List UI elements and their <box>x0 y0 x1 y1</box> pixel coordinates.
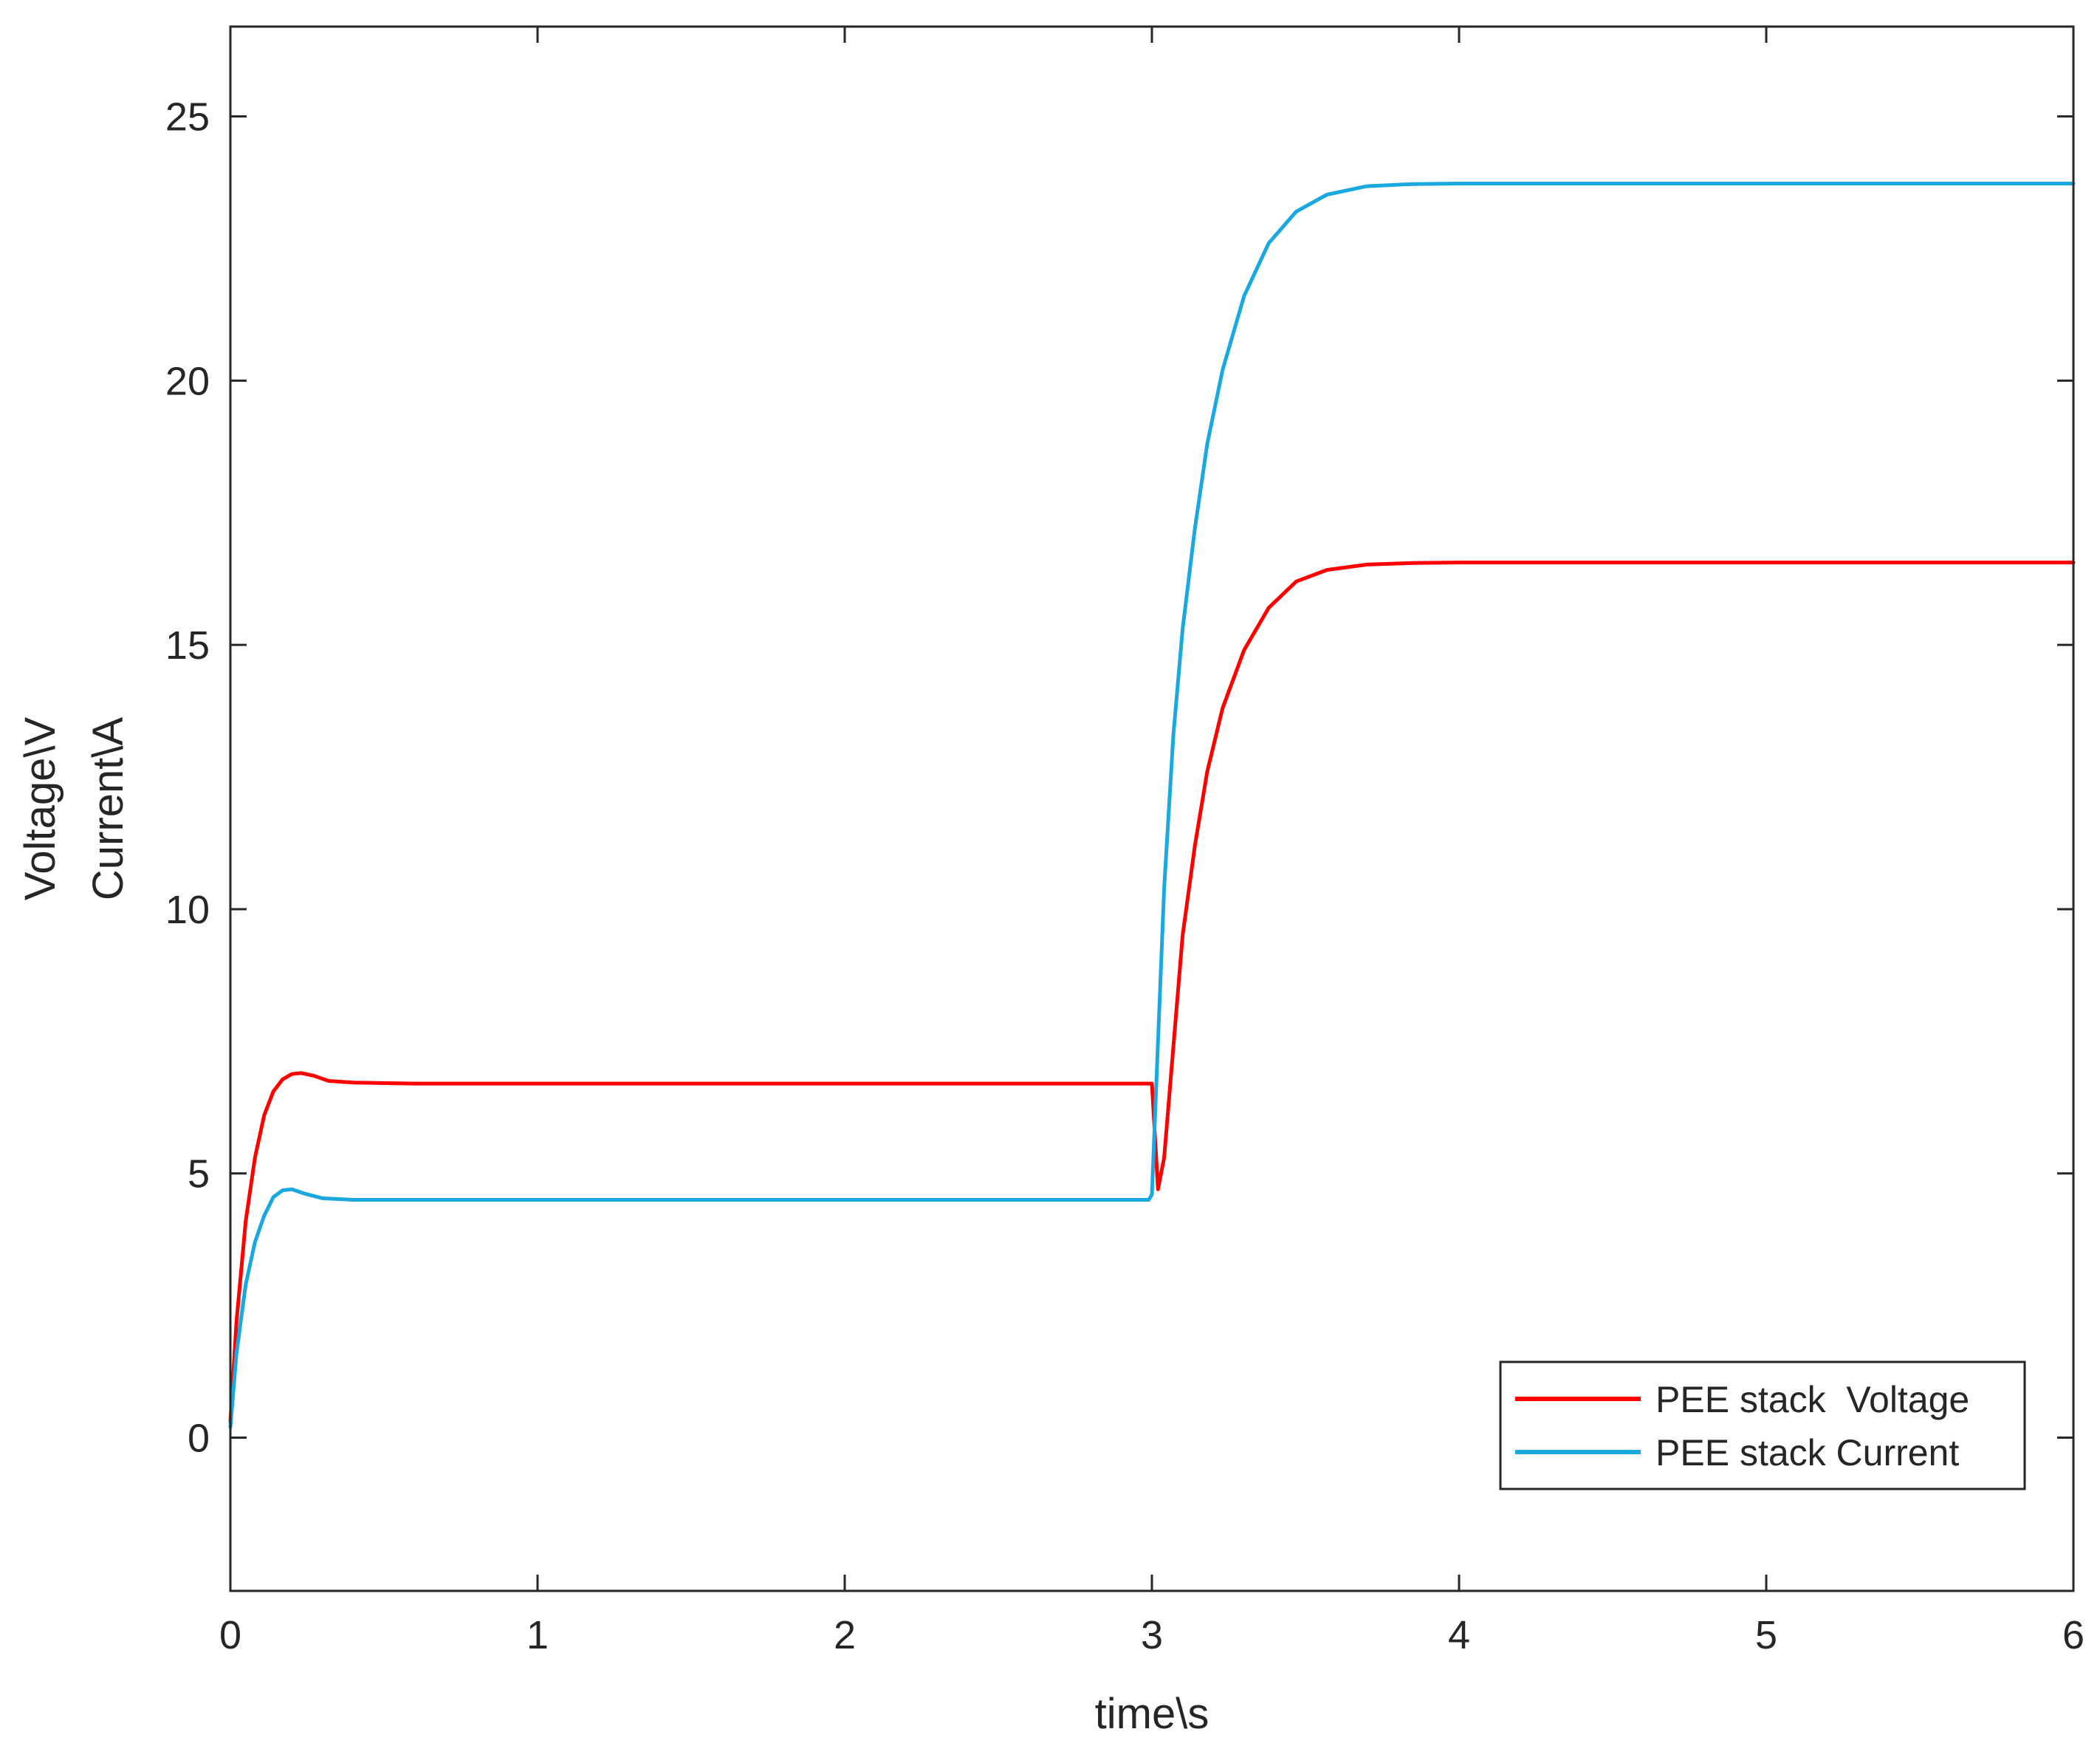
x-tick-label: 1 <box>526 1613 549 1657</box>
y-axis-label-current: Current\A <box>84 717 132 901</box>
legend-label-voltage: PEE stack Voltage <box>1655 1379 1969 1420</box>
y-axis: 0 5 10 15 20 25 <box>165 95 2073 1460</box>
x-tick-label: 4 <box>1448 1613 1470 1657</box>
x-axis: 0 1 2 3 4 5 6 <box>219 27 2084 1657</box>
y-tick-label: 0 <box>188 1416 210 1460</box>
x-tick-label: 6 <box>2062 1613 2084 1657</box>
y-tick-label: 10 <box>165 888 210 932</box>
plot-area <box>230 27 2073 1591</box>
y-tick-label: 5 <box>188 1152 210 1196</box>
y-tick-label: 15 <box>165 623 210 668</box>
legend-box <box>1499 1360 2026 1490</box>
series-layer <box>228 182 2076 1429</box>
x-tick-label: 0 <box>219 1613 241 1657</box>
legend: PEE stack Voltage PEE stack Current <box>1499 1360 2026 1490</box>
series-line-current <box>228 182 2076 1429</box>
x-tick-label: 3 <box>1141 1613 1163 1657</box>
series-line-voltage <box>228 561 2076 1424</box>
x-tick-label: 2 <box>834 1613 856 1657</box>
legend-label-current: PEE stack Current <box>1655 1432 1959 1473</box>
x-tick-label: 5 <box>1755 1613 1777 1657</box>
y-tick-label: 20 <box>165 359 210 403</box>
y-axis-label-voltage: Voltage\V <box>16 717 64 901</box>
x-axis-label: time\s <box>1095 1690 1209 1738</box>
y-tick-label: 25 <box>165 95 210 140</box>
